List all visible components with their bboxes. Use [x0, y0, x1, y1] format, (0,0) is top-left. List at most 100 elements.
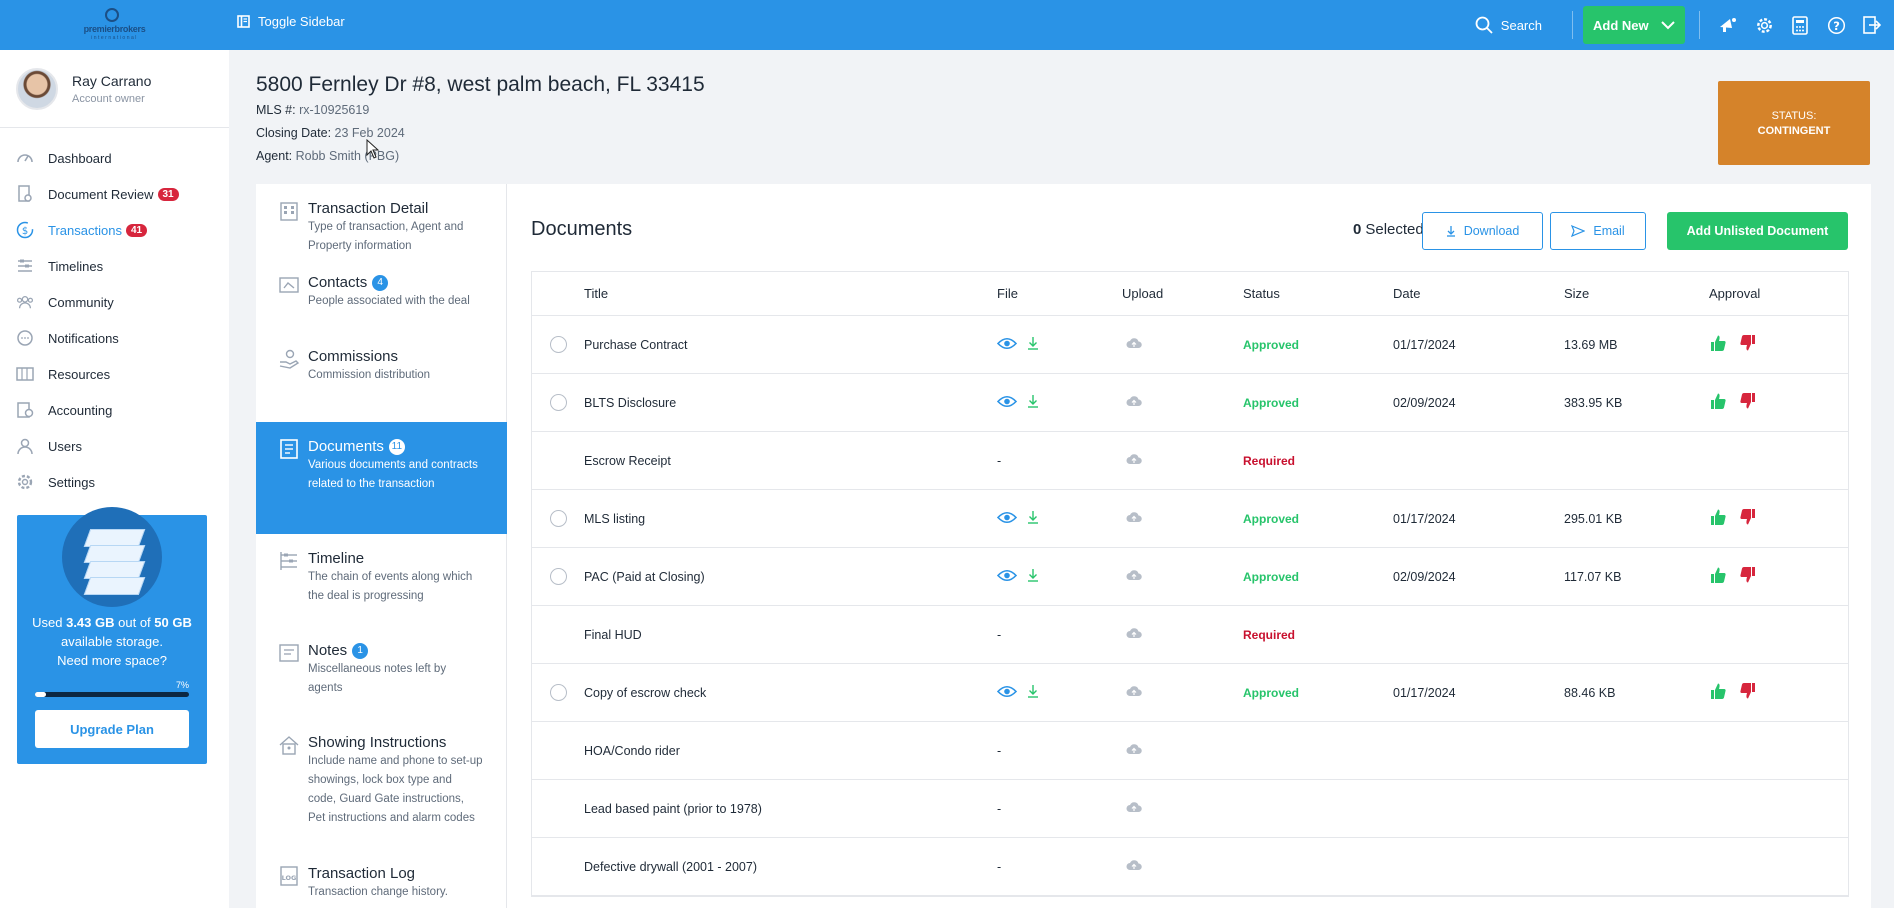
building-icon [280, 202, 298, 221]
row-select-radio[interactable] [549, 510, 567, 527]
eye-icon[interactable] [996, 685, 1018, 701]
sidebar-item-document-review[interactable]: Document Review 31 [0, 176, 229, 212]
megaphone-icon[interactable] [1710, 0, 1746, 50]
table-row[interactable]: Final HUD - Required [532, 606, 1848, 664]
table-row[interactable]: BLTS Disclosure Approved 02/09/2024 383.95 … [532, 374, 1848, 432]
help-icon[interactable]: ? [1818, 0, 1854, 50]
calculator-icon[interactable] [1782, 0, 1818, 50]
sidebar-item-label: Settings [48, 474, 95, 490]
email-button[interactable]: Email [1550, 212, 1646, 250]
upload-cloud-icon[interactable] [1126, 686, 1142, 700]
thumbs-up-icon[interactable] [1709, 566, 1727, 587]
column-header-status[interactable]: Status [1243, 286, 1280, 301]
upload-cloud-icon[interactable] [1126, 570, 1142, 584]
search-label: Search [1500, 17, 1542, 33]
table-row[interactable]: Defective drywall (2001 - 2007) - [532, 838, 1848, 896]
download-icon[interactable] [1027, 568, 1039, 585]
document-status: Approved [1243, 337, 1300, 352]
eye-icon[interactable] [996, 511, 1018, 527]
add-unlisted-document-button[interactable]: Add Unlisted Document [1667, 212, 1848, 250]
thumbs-up-icon[interactable] [1709, 334, 1727, 355]
download-icon[interactable] [1027, 394, 1039, 411]
toggle-sidebar-button[interactable]: Toggle Sidebar [237, 14, 345, 29]
sidebar-item-resources[interactable]: Resources [0, 356, 229, 392]
eye-icon[interactable] [996, 395, 1018, 411]
mls-number: MLS #: rx-10925619 [256, 103, 370, 117]
upload-cloud-icon[interactable] [1126, 338, 1142, 352]
sidebar-item-timelines[interactable]: Timelines [0, 248, 229, 284]
search-button[interactable]: Search [1475, 16, 1542, 34]
upload-cloud-icon[interactable] [1126, 860, 1142, 874]
thumbs-down-icon[interactable] [1739, 566, 1757, 587]
tab-documents[interactable]: Documents 11 Various documents and contrac… [256, 422, 507, 534]
divider [1572, 11, 1573, 39]
tab-notes[interactable]: Notes 1 Miscellaneous notes left by agents [256, 626, 507, 716]
tab-description: Miscellaneous notes left by agents [308, 663, 447, 694]
column-header-title[interactable]: Title [584, 286, 609, 301]
upload-cloud-icon[interactable] [1126, 628, 1142, 642]
notes-icon [279, 644, 299, 662]
add-new-label: Add New [1593, 17, 1649, 33]
table-row[interactable]: PAC (Paid at Closing) Approved 02/09/2024 1… [532, 548, 1848, 606]
row-select-radio[interactable] [549, 684, 567, 701]
status-badge[interactable]: STATUS: CONTINGENT [1718, 81, 1870, 165]
contacts-icon [279, 277, 299, 293]
document-title: Copy of escrow check [584, 685, 707, 700]
documents-table: Title File Upload Status Date Size Appro… [531, 271, 1849, 897]
dashboard-icon [16, 149, 34, 167]
upload-cloud-icon[interactable] [1126, 512, 1142, 526]
row-select-radio[interactable] [549, 336, 567, 353]
table-row[interactable]: MLS listing Approved 01/17/2024 295.01 KB [532, 490, 1848, 548]
tab-transaction-log[interactable]: LOG Transaction Log Transaction change hi… [256, 849, 507, 908]
tab-commissions[interactable]: Commissions Commission distribution [256, 332, 507, 406]
sidebar-item-notifications[interactable]: Notifications [0, 320, 229, 356]
logo[interactable]: premierbrokers international [0, 0, 229, 50]
tab-timeline[interactable]: Timeline The chain of events along which … [256, 534, 507, 624]
download-icon[interactable] [1027, 336, 1039, 353]
column-header-date[interactable]: Date [1393, 286, 1421, 301]
add-new-button[interactable]: Add New [1583, 6, 1685, 44]
tab-contacts[interactable]: Contacts 4 People associated with the deal [256, 258, 507, 332]
column-header-size[interactable]: Size [1564, 286, 1590, 301]
eye-icon[interactable] [996, 337, 1018, 353]
thumbs-down-icon[interactable] [1739, 682, 1757, 703]
document-date: 01/17/2024 [1393, 337, 1456, 352]
sidebar-item-settings[interactable]: Settings [0, 464, 229, 500]
thumbs-up-icon[interactable] [1709, 508, 1727, 529]
tab-showing-instructions[interactable]: Showing Instructions Include name and pho… [256, 718, 507, 846]
transaction-tabs: Transaction Detail Type of transaction, A… [256, 184, 507, 908]
logout-icon[interactable] [1854, 0, 1890, 50]
row-select-radio[interactable] [549, 394, 567, 411]
table-row[interactable]: HOA/Condo rider - [532, 722, 1848, 780]
sidebar-item-dashboard[interactable]: Dashboard [0, 140, 229, 176]
gear-icon[interactable] [1746, 0, 1782, 50]
sidebar-item-users[interactable]: Users [0, 428, 229, 464]
download-button[interactable]: Download [1422, 212, 1543, 250]
table-row[interactable]: Escrow Receipt - Required [532, 432, 1848, 490]
table-row[interactable]: Purchase Contract Approved 01/17/2024 13.69… [532, 316, 1848, 374]
storage-progress-bar [35, 692, 189, 697]
sidebar-item-transactions[interactable]: $ Transactions 41 [0, 212, 229, 248]
chevron-down-icon [1661, 21, 1675, 30]
thumbs-down-icon[interactable] [1739, 508, 1757, 529]
download-icon[interactable] [1027, 684, 1039, 701]
table-row[interactable]: Lead based paint (prior to 1978) - [532, 780, 1848, 838]
upload-cloud-icon[interactable] [1126, 396, 1142, 410]
sidebar-item-accounting[interactable]: Accounting [0, 392, 229, 428]
tab-transaction-detail[interactable]: Transaction Detail Type of transaction, A… [256, 184, 507, 258]
upload-cloud-icon[interactable] [1126, 744, 1142, 758]
thumbs-up-icon[interactable] [1709, 682, 1727, 703]
upload-cloud-icon[interactable] [1126, 454, 1142, 468]
eye-icon[interactable] [996, 569, 1018, 585]
upload-cloud-icon[interactable] [1126, 802, 1142, 816]
sidebar-item-community[interactable]: Community [0, 284, 229, 320]
row-select-radio[interactable] [549, 568, 567, 585]
user-profile[interactable]: Ray Carrano Account owner [0, 50, 229, 128]
community-icon [16, 293, 34, 311]
thumbs-down-icon[interactable] [1739, 392, 1757, 413]
thumbs-down-icon[interactable] [1739, 334, 1757, 355]
upgrade-plan-button[interactable]: Upgrade Plan [35, 710, 189, 748]
thumbs-up-icon[interactable] [1709, 392, 1727, 413]
download-icon[interactable] [1027, 510, 1039, 527]
table-row[interactable]: Copy of escrow check Approved 01/17/2024 88… [532, 664, 1848, 722]
